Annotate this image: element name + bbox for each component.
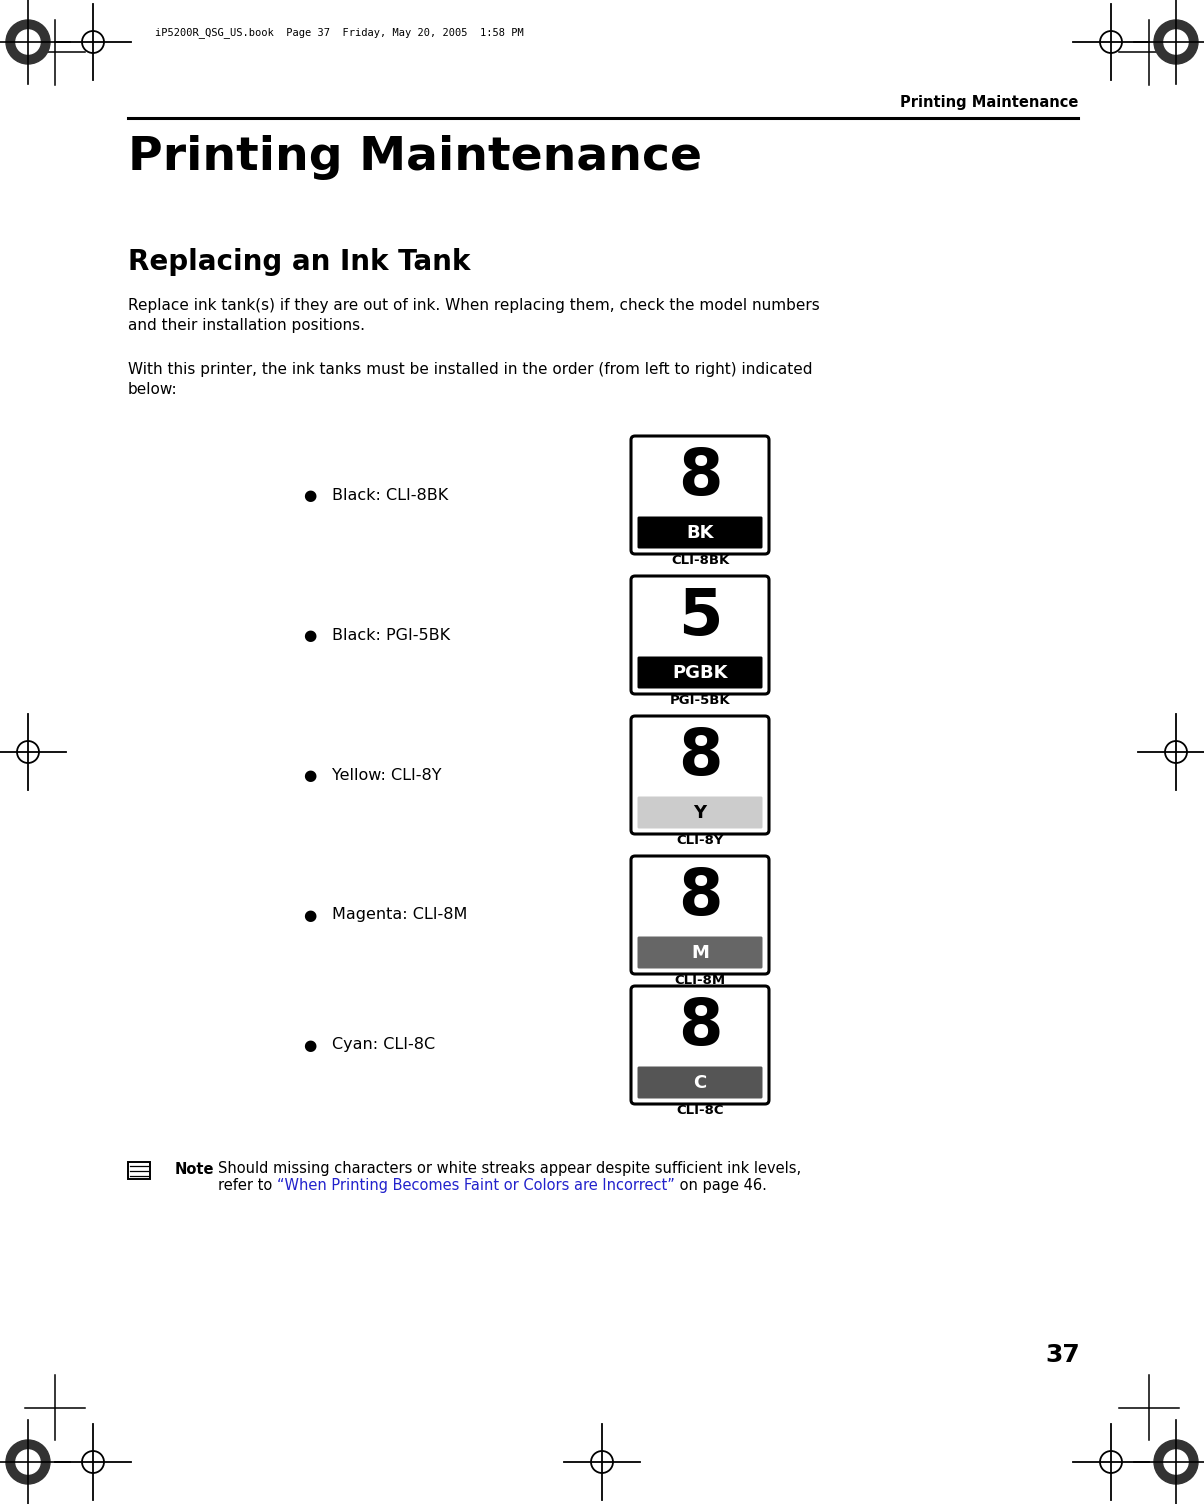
Text: on page 46.: on page 46.	[674, 1178, 767, 1193]
Text: iP5200R_QSG_US.book  Page 37  Friday, May 20, 2005  1:58 PM: iP5200R_QSG_US.book Page 37 Friday, May …	[155, 27, 524, 39]
FancyBboxPatch shape	[631, 576, 769, 693]
Circle shape	[1164, 30, 1188, 54]
Text: ●: ●	[303, 487, 317, 502]
Text: ●: ●	[303, 627, 317, 642]
FancyBboxPatch shape	[631, 987, 769, 1104]
Text: Note: Note	[175, 1163, 214, 1178]
Circle shape	[1153, 20, 1198, 65]
Text: Magenta: CLI-8M: Magenta: CLI-8M	[332, 907, 467, 922]
Circle shape	[16, 1450, 40, 1474]
Text: Black: CLI-8BK: Black: CLI-8BK	[332, 487, 448, 502]
FancyBboxPatch shape	[637, 516, 762, 549]
Text: ●: ●	[303, 1038, 317, 1053]
Text: Should missing characters or white streaks appear despite sufficient ink levels,: Should missing characters or white strea…	[218, 1161, 801, 1176]
Text: CLI-8BK: CLI-8BK	[671, 553, 730, 567]
Circle shape	[16, 30, 40, 54]
Text: PGI-5BK: PGI-5BK	[669, 693, 731, 707]
Text: BK: BK	[686, 523, 714, 541]
Bar	[128, 1161, 150, 1179]
FancyBboxPatch shape	[637, 937, 762, 969]
Text: “When Printing Becomes Faint or Colors are Incorrect”: “When Printing Becomes Faint or Colors a…	[277, 1178, 674, 1193]
Text: refer to: refer to	[218, 1178, 277, 1193]
Text: Yellow: CLI-8Y: Yellow: CLI-8Y	[332, 767, 442, 782]
Text: 8: 8	[678, 866, 722, 928]
Text: ●: ●	[303, 767, 317, 782]
Text: Printing Maintenance: Printing Maintenance	[128, 135, 702, 180]
Text: Replacing an Ink Tank: Replacing an Ink Tank	[128, 248, 471, 277]
FancyBboxPatch shape	[631, 716, 769, 835]
Text: With this printer, the ink tanks must be installed in the order (from left to ri: With this printer, the ink tanks must be…	[128, 362, 813, 397]
Text: 37: 37	[1045, 1343, 1080, 1367]
Text: 8: 8	[678, 447, 722, 508]
Circle shape	[6, 20, 51, 65]
FancyBboxPatch shape	[637, 657, 762, 689]
FancyBboxPatch shape	[631, 436, 769, 553]
Text: ●: ●	[303, 907, 317, 922]
Text: M: M	[691, 943, 709, 961]
Text: 8: 8	[678, 726, 722, 788]
Text: CLI-8M: CLI-8M	[674, 975, 726, 987]
Text: CLI-8C: CLI-8C	[677, 1104, 724, 1117]
Circle shape	[1164, 1450, 1188, 1474]
Text: Cyan: CLI-8C: Cyan: CLI-8C	[332, 1038, 435, 1053]
Text: 8: 8	[678, 997, 722, 1059]
Text: Printing Maintenance: Printing Maintenance	[899, 95, 1078, 110]
Text: C: C	[694, 1074, 707, 1092]
Text: Y: Y	[694, 803, 707, 821]
Text: Black: PGI-5BK: Black: PGI-5BK	[332, 627, 450, 642]
FancyBboxPatch shape	[637, 797, 762, 829]
Text: 5: 5	[678, 587, 722, 648]
FancyBboxPatch shape	[631, 856, 769, 975]
Text: PGBK: PGBK	[672, 663, 727, 681]
Text: Replace ink tank(s) if they are out of ink. When replacing them, check the model: Replace ink tank(s) if they are out of i…	[128, 298, 820, 334]
Circle shape	[6, 1439, 51, 1484]
Circle shape	[1153, 1439, 1198, 1484]
FancyBboxPatch shape	[637, 1066, 762, 1098]
Text: CLI-8Y: CLI-8Y	[677, 835, 724, 847]
